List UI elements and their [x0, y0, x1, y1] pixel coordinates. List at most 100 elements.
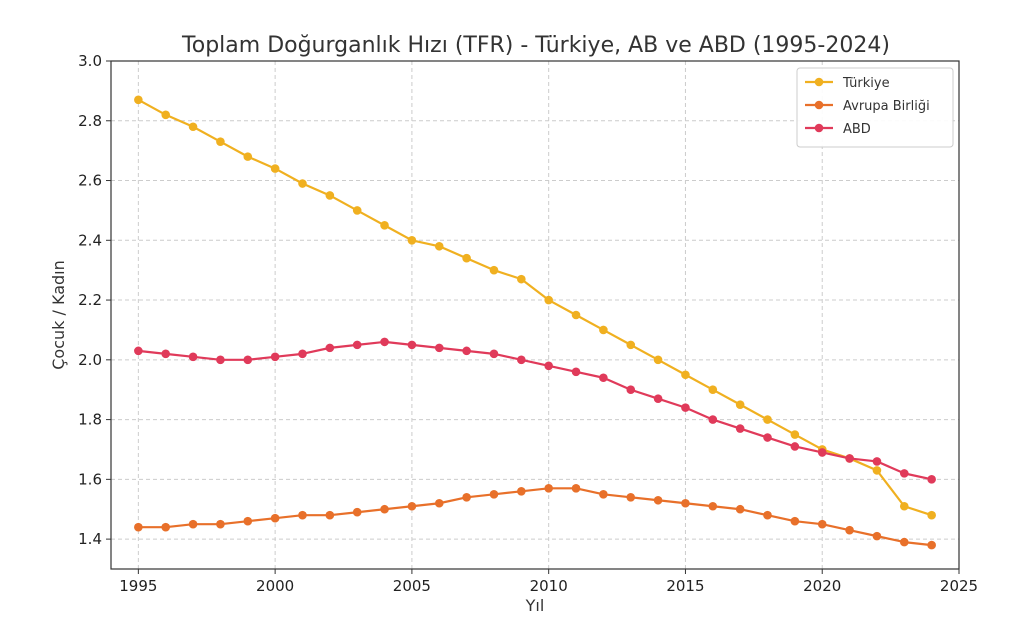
data-point — [681, 370, 690, 380]
data-point — [407, 501, 417, 511]
data-point — [899, 469, 909, 478]
legend-label: ABD — [843, 122, 871, 137]
x-tick-label: 2015 — [666, 577, 704, 595]
legend-item: Avrupa Birliği — [805, 99, 930, 114]
data-point — [462, 492, 471, 502]
y-tick-label: 2.6 — [78, 172, 102, 190]
data-point — [763, 415, 772, 424]
data-point — [571, 484, 581, 493]
data-point — [544, 361, 553, 371]
data-point — [735, 400, 745, 409]
y-tick-label: 3.0 — [78, 52, 102, 70]
data-point — [735, 504, 745, 514]
data-point — [380, 337, 389, 347]
y-axis-ticks: 1.4 1.6 1.8 2.0 2.2 2.4 2.6 2.8 3.0 — [78, 52, 111, 548]
legend-label: Türkiye — [842, 76, 890, 91]
data-point — [872, 457, 882, 466]
data-point — [161, 110, 171, 120]
data-point — [681, 498, 690, 508]
y-tick-label: 2.0 — [78, 351, 102, 369]
plot-frame — [110, 60, 960, 570]
data-point — [161, 522, 171, 532]
data-point — [763, 433, 772, 442]
data-point — [544, 295, 553, 305]
data-point — [298, 510, 307, 520]
series-2 — [134, 337, 936, 484]
data-point — [708, 501, 718, 511]
x-tick-label: 2005 — [393, 577, 431, 595]
data-point — [188, 352, 198, 362]
data-point — [489, 489, 499, 499]
data-point — [216, 355, 225, 365]
data-point — [790, 442, 800, 451]
data-point — [599, 373, 608, 383]
x-axis-label: Yıl — [525, 596, 545, 615]
data-point — [626, 385, 636, 395]
chart-title: Toplam Doğurganlık Hızı (TFR) - Türkiye,… — [181, 33, 890, 58]
data-point — [599, 489, 608, 499]
series-line — [137, 98, 932, 517]
y-tick-label: 1.4 — [78, 530, 102, 548]
data-point — [352, 206, 362, 215]
y-tick-label: 2.8 — [78, 112, 102, 130]
data-point — [708, 385, 718, 395]
y-axis-label: Çocuk / Kadın — [49, 260, 68, 369]
data-point — [352, 340, 362, 350]
data-point — [325, 510, 335, 520]
data-point — [243, 152, 253, 161]
data-point — [216, 137, 225, 146]
data-point — [681, 403, 690, 412]
data-point — [325, 191, 335, 200]
data-point — [352, 507, 362, 517]
legend-item: ABD — [805, 122, 871, 137]
legend: Türkiye Avrupa Birliği ABD — [796, 67, 954, 148]
data-point — [763, 510, 772, 520]
data-point — [270, 513, 280, 523]
x-tick-label: 2010 — [530, 577, 568, 595]
data-point — [571, 310, 581, 320]
data-point — [626, 340, 636, 350]
legend-label: Avrupa Birliği — [843, 99, 930, 114]
y-tick-label: 2.4 — [78, 231, 102, 249]
series-1 — [134, 484, 936, 550]
data-point — [380, 221, 389, 230]
data-point — [544, 484, 553, 493]
data-point — [216, 519, 225, 529]
data-point — [270, 164, 280, 173]
data-point — [380, 504, 389, 514]
series-line — [138, 340, 932, 481]
data-point — [325, 343, 335, 353]
legend-swatch-marker — [814, 77, 824, 87]
data-point — [653, 495, 663, 505]
data-point — [517, 355, 526, 365]
data-point — [489, 349, 499, 359]
data-point — [653, 394, 663, 403]
legend-swatch-marker — [814, 123, 824, 133]
x-axis-ticks: 1995 2000 2005 2010 2015 2020 2025 — [119, 569, 978, 595]
series-0 — [134, 95, 936, 520]
data-point — [134, 522, 143, 532]
data-point — [899, 501, 909, 511]
data-point — [790, 430, 800, 439]
data-point — [872, 466, 882, 475]
data-point — [134, 346, 143, 356]
data-point — [817, 519, 827, 529]
y-tick-label: 2.2 — [78, 291, 102, 309]
data-point — [927, 540, 936, 550]
data-point — [407, 340, 417, 350]
data-point — [517, 274, 526, 284]
series-line — [138, 487, 932, 547]
x-tick-label: 2000 — [256, 577, 294, 595]
data-point — [243, 516, 253, 526]
data-point — [735, 424, 745, 433]
data-point — [845, 525, 854, 535]
data-point — [653, 355, 663, 365]
data-point — [927, 475, 936, 484]
data-point — [134, 95, 143, 105]
series-group — [134, 95, 936, 550]
data-point — [434, 498, 444, 508]
data-point — [845, 454, 854, 463]
data-point — [790, 516, 800, 526]
